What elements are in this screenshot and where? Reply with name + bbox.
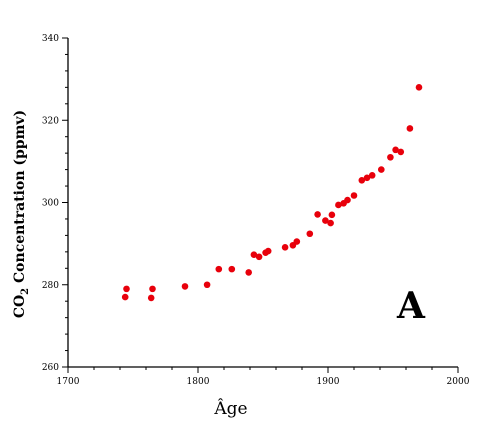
data-point	[255, 253, 263, 261]
data-point	[344, 196, 351, 204]
y-tick-label: 340	[42, 34, 59, 44]
data-point	[387, 153, 394, 161]
x-tick-label: 1900	[317, 377, 340, 387]
data-point	[181, 283, 189, 290]
y-tick-label: 280	[42, 281, 59, 291]
data-point	[328, 211, 336, 219]
data-points	[121, 84, 423, 302]
x-tick-label: 2000	[447, 377, 470, 387]
data-point	[293, 238, 301, 245]
data-point	[392, 146, 399, 154]
data-point	[121, 293, 129, 301]
data-point	[350, 192, 358, 199]
data-point	[335, 201, 342, 209]
data-point	[147, 294, 155, 302]
data-point	[245, 269, 252, 276]
data-point	[406, 125, 414, 132]
data-point	[215, 265, 223, 273]
data-point	[281, 244, 289, 251]
data-point	[123, 285, 130, 293]
y-axis-title-subscript: 2	[20, 288, 31, 295]
data-point	[397, 148, 405, 156]
data-point	[378, 166, 385, 173]
data-point	[415, 84, 423, 91]
y-tick-label: 300	[42, 199, 59, 209]
tick-labels: 260 280 300 320 340 1700 1800 1900 2000	[42, 34, 470, 387]
y-tick-label: 260	[42, 363, 59, 373]
panel-label-a: A	[396, 285, 426, 327]
x-tick-label: 1800	[187, 377, 210, 387]
data-point	[314, 211, 321, 218]
data-point	[327, 219, 334, 227]
data-point	[363, 174, 371, 182]
data-point	[264, 247, 272, 255]
data-point	[306, 230, 314, 238]
y-tick-label: 320	[42, 116, 59, 126]
x-axis-title: Âge	[213, 398, 247, 419]
y-axis-title: CO2 Concentration (ppmv)	[12, 110, 31, 318]
data-point	[228, 265, 236, 273]
data-point	[322, 217, 329, 224]
data-point	[358, 176, 366, 184]
data-point	[250, 251, 258, 259]
data-point	[203, 281, 211, 289]
tick-marks	[62, 37, 459, 373]
x-tick-label: 1700	[57, 377, 80, 387]
data-point	[149, 285, 156, 293]
y-axis-title-rest: Concentration (ppmv)	[12, 110, 28, 283]
y-axis-title-co: CO	[12, 295, 28, 318]
data-point	[368, 172, 376, 179]
